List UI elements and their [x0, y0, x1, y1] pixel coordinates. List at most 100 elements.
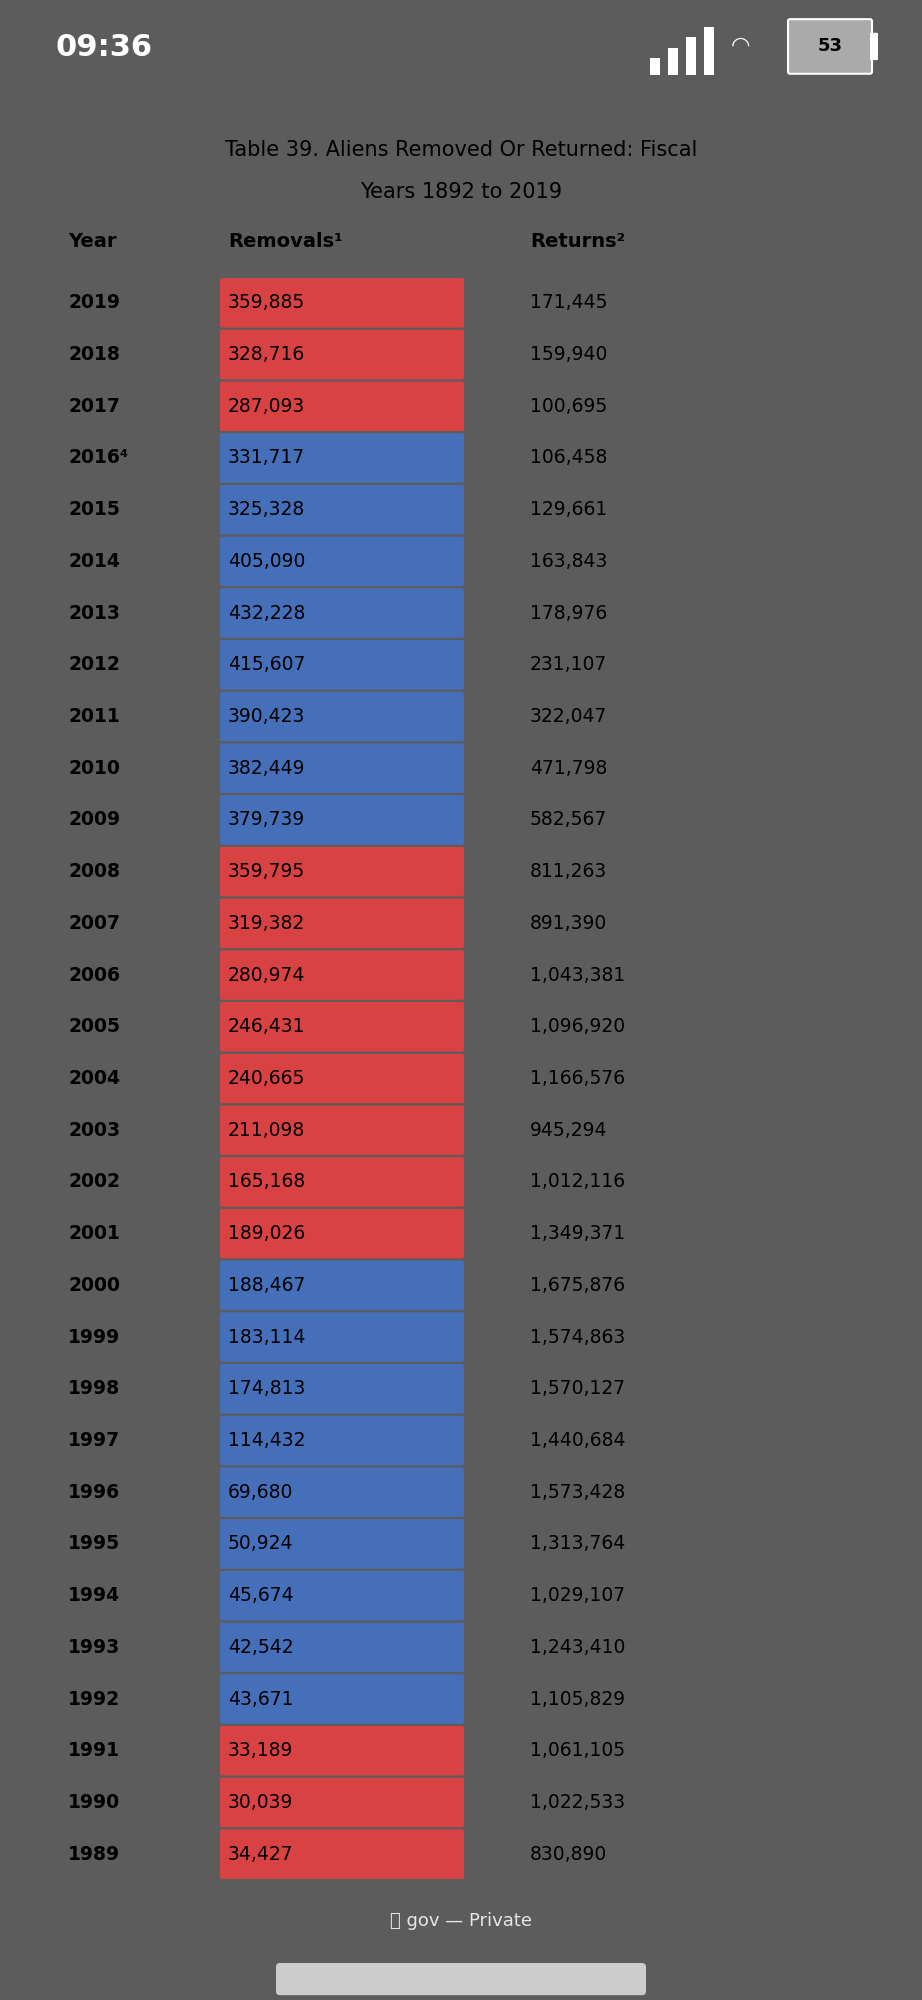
- FancyBboxPatch shape: [220, 484, 464, 534]
- Text: 1,313,764: 1,313,764: [530, 1534, 625, 1554]
- Text: 405,090: 405,090: [228, 552, 305, 570]
- Text: Years 1892 to 2019: Years 1892 to 2019: [360, 182, 562, 202]
- FancyBboxPatch shape: [220, 846, 464, 896]
- Text: 1,166,576: 1,166,576: [530, 1068, 625, 1088]
- Text: 1996: 1996: [68, 1482, 120, 1502]
- Text: 1,022,533: 1,022,533: [530, 1792, 625, 1812]
- Text: 319,382: 319,382: [228, 914, 305, 932]
- Text: 2017: 2017: [68, 396, 120, 416]
- Text: 2003: 2003: [68, 1120, 120, 1140]
- Text: 2009: 2009: [68, 810, 120, 830]
- Text: 1993: 1993: [68, 1638, 120, 1656]
- Text: 189,026: 189,026: [228, 1224, 305, 1244]
- Text: 2019: 2019: [68, 294, 120, 312]
- FancyBboxPatch shape: [220, 950, 464, 1000]
- Text: 1,440,684: 1,440,684: [530, 1430, 625, 1450]
- FancyBboxPatch shape: [220, 1416, 464, 1466]
- Text: 2008: 2008: [68, 862, 120, 882]
- Text: 382,449: 382,449: [228, 758, 305, 778]
- FancyBboxPatch shape: [220, 1208, 464, 1258]
- Text: 69,680: 69,680: [228, 1482, 293, 1502]
- Text: 50,924: 50,924: [228, 1534, 293, 1554]
- Text: 2000: 2000: [68, 1276, 120, 1294]
- Text: 246,431: 246,431: [228, 1018, 305, 1036]
- Text: 1991: 1991: [68, 1742, 120, 1760]
- Text: Year: Year: [68, 232, 116, 250]
- FancyBboxPatch shape: [220, 1726, 464, 1776]
- Text: 2011: 2011: [68, 708, 120, 726]
- Text: 1990: 1990: [68, 1792, 120, 1812]
- Text: 171,445: 171,445: [530, 294, 608, 312]
- Text: 328,716: 328,716: [228, 346, 305, 364]
- Bar: [686, 38, 696, 76]
- Text: 415,607: 415,607: [228, 656, 305, 674]
- FancyBboxPatch shape: [870, 32, 878, 60]
- Text: 1,105,829: 1,105,829: [530, 1690, 625, 1708]
- Text: 1,096,920: 1,096,920: [530, 1018, 625, 1036]
- Text: 2005: 2005: [68, 1018, 120, 1036]
- Text: 1,675,876: 1,675,876: [530, 1276, 625, 1294]
- FancyBboxPatch shape: [220, 1622, 464, 1672]
- FancyBboxPatch shape: [220, 382, 464, 432]
- Text: 1,029,107: 1,029,107: [530, 1586, 625, 1606]
- FancyBboxPatch shape: [220, 1570, 464, 1620]
- Text: 379,739: 379,739: [228, 810, 305, 830]
- Text: 280,974: 280,974: [228, 966, 305, 984]
- Text: 33,189: 33,189: [228, 1742, 293, 1760]
- FancyBboxPatch shape: [220, 1468, 464, 1516]
- Text: 2012: 2012: [68, 656, 120, 674]
- Text: 53: 53: [818, 36, 843, 54]
- Text: 2010: 2010: [68, 758, 120, 778]
- Text: 2015: 2015: [68, 500, 120, 520]
- Text: 100,695: 100,695: [530, 396, 608, 416]
- Text: 🔒 gov — Private: 🔒 gov — Private: [390, 1912, 532, 1930]
- FancyBboxPatch shape: [220, 1054, 464, 1104]
- Text: Table 39. Aliens Removed Or Returned: Fiscal: Table 39. Aliens Removed Or Returned: Fi…: [225, 140, 697, 160]
- Text: 129,661: 129,661: [530, 500, 608, 520]
- FancyBboxPatch shape: [220, 1260, 464, 1310]
- Text: 43,671: 43,671: [228, 1690, 293, 1708]
- Text: 1,570,127: 1,570,127: [530, 1380, 625, 1398]
- Text: 2002: 2002: [68, 1172, 120, 1192]
- Text: 891,390: 891,390: [530, 914, 608, 932]
- FancyBboxPatch shape: [220, 1830, 464, 1878]
- Text: 1998: 1998: [68, 1380, 120, 1398]
- Bar: [668, 48, 678, 76]
- FancyBboxPatch shape: [220, 640, 464, 690]
- Text: 159,940: 159,940: [530, 346, 608, 364]
- Bar: [650, 58, 660, 76]
- Bar: [704, 28, 714, 76]
- Text: ◠: ◠: [730, 36, 750, 56]
- Text: 2014: 2014: [68, 552, 120, 570]
- Text: 1,349,371: 1,349,371: [530, 1224, 625, 1244]
- Text: 45,674: 45,674: [228, 1586, 293, 1606]
- FancyBboxPatch shape: [220, 796, 464, 844]
- Text: 30,039: 30,039: [228, 1792, 293, 1812]
- FancyBboxPatch shape: [220, 1106, 464, 1154]
- Text: 1,243,410: 1,243,410: [530, 1638, 625, 1656]
- Text: 1999: 1999: [68, 1328, 120, 1346]
- Text: 240,665: 240,665: [228, 1068, 305, 1088]
- FancyBboxPatch shape: [220, 1778, 464, 1828]
- Text: Returns²: Returns²: [530, 232, 625, 250]
- Text: 331,717: 331,717: [228, 448, 305, 468]
- FancyBboxPatch shape: [788, 20, 872, 74]
- Text: 174,813: 174,813: [228, 1380, 305, 1398]
- FancyBboxPatch shape: [220, 536, 464, 586]
- Text: 1989: 1989: [68, 1844, 120, 1864]
- Text: 106,458: 106,458: [530, 448, 608, 468]
- Text: 287,093: 287,093: [228, 396, 305, 416]
- Text: 1,574,863: 1,574,863: [530, 1328, 625, 1346]
- Text: Removals¹: Removals¹: [228, 232, 343, 250]
- FancyBboxPatch shape: [220, 1674, 464, 1724]
- Text: 1995: 1995: [68, 1534, 120, 1554]
- Text: 359,795: 359,795: [228, 862, 305, 882]
- FancyBboxPatch shape: [220, 588, 464, 638]
- Text: 163,843: 163,843: [530, 552, 608, 570]
- FancyBboxPatch shape: [220, 744, 464, 792]
- FancyBboxPatch shape: [220, 1158, 464, 1206]
- Text: 2001: 2001: [68, 1224, 120, 1244]
- Text: 231,107: 231,107: [530, 656, 608, 674]
- Text: 42,542: 42,542: [228, 1638, 293, 1656]
- FancyBboxPatch shape: [276, 1964, 646, 1996]
